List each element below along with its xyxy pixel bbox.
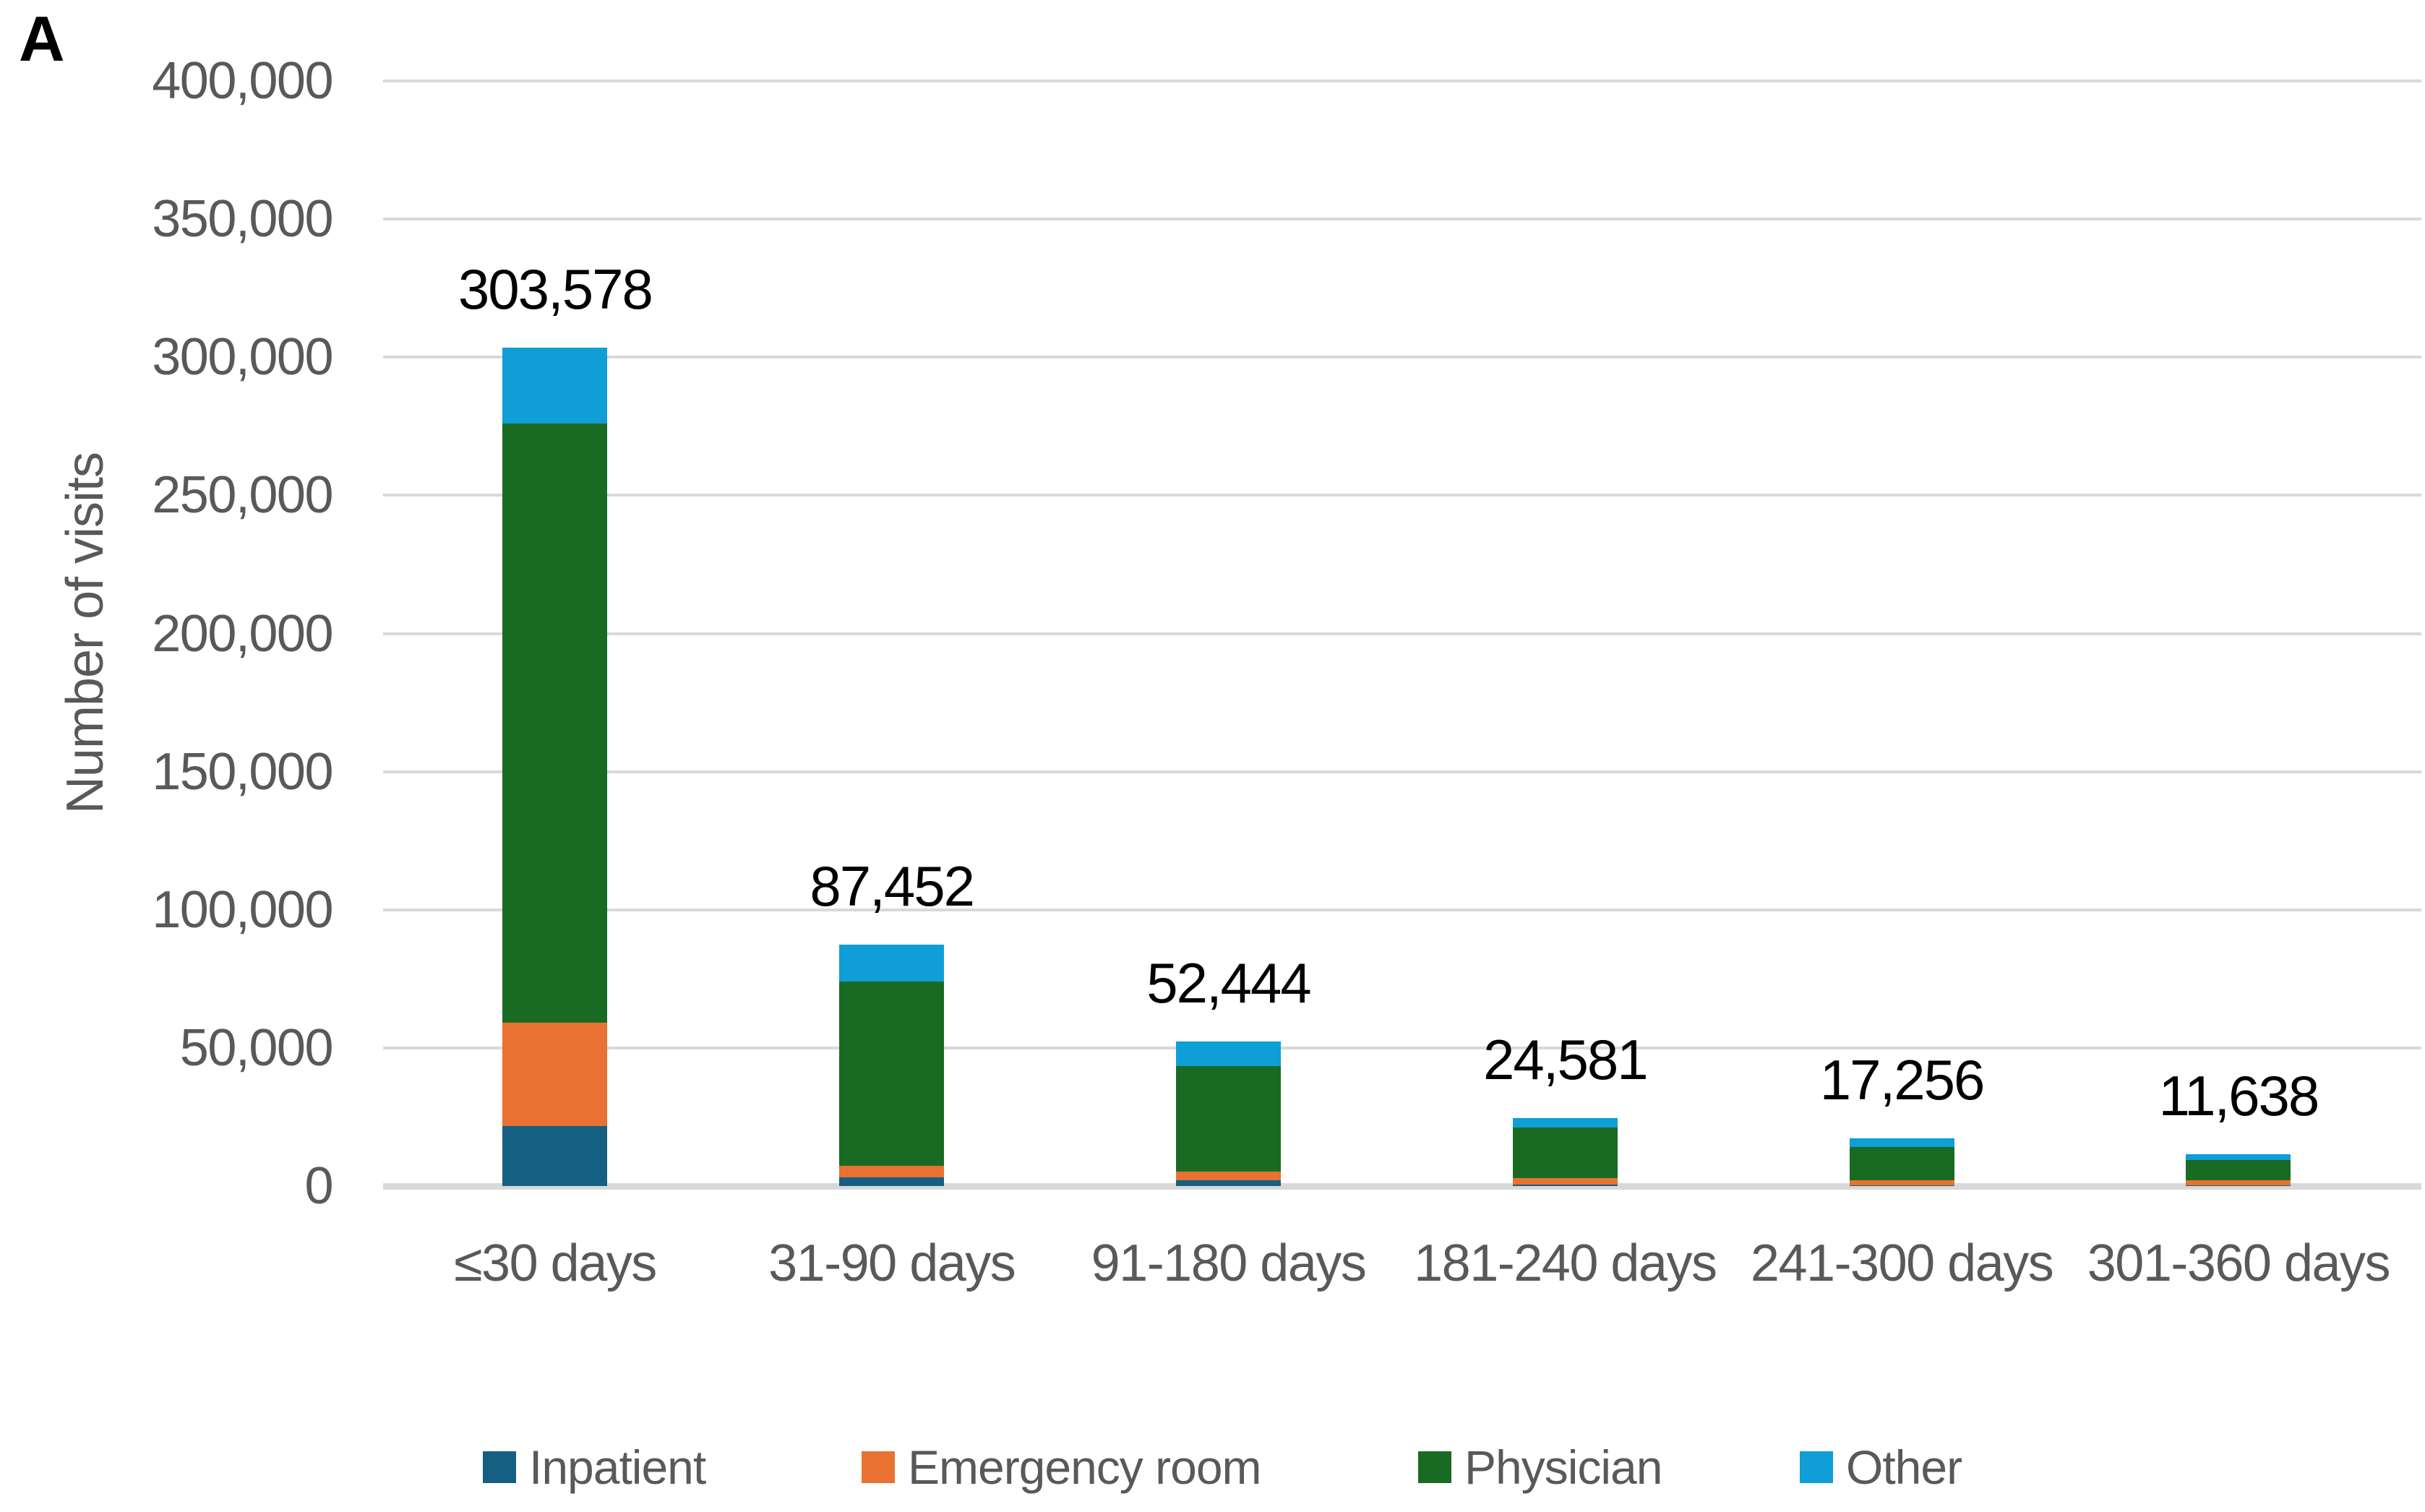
bar-segment-emergency-room <box>1512 1177 1618 1185</box>
bar-segment-other <box>839 944 945 981</box>
bar-total-label: 52,444 <box>1146 950 1312 1015</box>
legend-swatch-icon <box>1800 1451 1833 1483</box>
legend-label: Other <box>1846 1440 1962 1494</box>
bar-segment-other <box>2186 1154 2291 1161</box>
x-category-label: 241-300 days <box>1750 1234 2054 1292</box>
bar-segment-physician <box>839 981 945 1167</box>
legend-swatch-icon <box>1418 1451 1451 1483</box>
x-axis-line <box>383 1182 2421 1190</box>
bar-segment-other <box>1512 1118 1618 1127</box>
x-category-label: 301-360 days <box>2087 1234 2391 1292</box>
bar-segment-inpatient <box>1849 1185 1954 1186</box>
gridline <box>383 632 2421 635</box>
bar-total-label: 24,581 <box>1483 1028 1649 1092</box>
bar-segment-physician <box>1512 1127 1618 1178</box>
bar-segment-inpatient <box>502 1126 608 1186</box>
y-tick-label: 150,000 <box>152 742 333 801</box>
x-category-label: 91-180 days <box>1091 1234 1367 1292</box>
bar-total-label: 303,578 <box>458 257 653 321</box>
legend-label: Physician <box>1464 1440 1662 1494</box>
bar-segment-other <box>502 347 608 424</box>
bar-total-label: 17,256 <box>1819 1048 1986 1112</box>
legend-label: Inpatient <box>529 1440 706 1494</box>
bar-segment-other <box>1176 1041 1281 1067</box>
gridline <box>383 218 2421 221</box>
gridline <box>383 494 2421 497</box>
bar-segment-emergency-room <box>1176 1172 1281 1180</box>
bar-segment-other <box>1849 1138 1954 1147</box>
gridline <box>383 80 2421 82</box>
bar-segment-physician <box>1849 1146 1954 1180</box>
x-category-label: 31-90 days <box>768 1234 1016 1292</box>
bar-segment-emergency-room <box>1849 1180 1954 1185</box>
x-category-label: ≤30 days <box>454 1234 657 1292</box>
bar-segment-inpatient <box>1512 1185 1618 1186</box>
gridline <box>383 770 2421 773</box>
y-tick-label: 0 <box>304 1157 333 1215</box>
bar-segment-inpatient <box>839 1177 945 1186</box>
bar-segment-inpatient <box>1176 1180 1281 1186</box>
bar-segment-emergency-room <box>2186 1180 2291 1186</box>
bar-segment-emergency-room <box>502 1023 608 1127</box>
gridline <box>383 356 2421 359</box>
legend-swatch-icon <box>483 1451 516 1483</box>
y-tick-label: 400,000 <box>152 52 333 110</box>
y-tick-label: 50,000 <box>179 1018 334 1077</box>
x-category-label: 181-240 days <box>1414 1234 1717 1292</box>
bar-segment-physician <box>1176 1066 1281 1172</box>
bar-total-label: 11,638 <box>2158 1063 2320 1127</box>
bar-segment-inpatient <box>2186 1185 2291 1186</box>
panel-label: A <box>19 3 65 74</box>
gridline <box>383 908 2421 911</box>
legend-label: Emergency room <box>908 1440 1262 1494</box>
y-tick-label: 200,000 <box>152 604 333 663</box>
y-tick-label: 100,000 <box>152 880 333 939</box>
bar-segment-physician <box>2186 1160 2291 1180</box>
gridline <box>383 1046 2421 1049</box>
y-tick-label: 300,000 <box>152 328 333 387</box>
y-tick-label: 350,000 <box>152 190 333 249</box>
legend-swatch-icon <box>862 1451 895 1483</box>
bar-total-label: 87,452 <box>810 854 975 918</box>
bar-segment-physician <box>502 423 608 1023</box>
y-tick-label: 250,000 <box>152 466 333 525</box>
bar-segment-emergency-room <box>839 1166 945 1178</box>
